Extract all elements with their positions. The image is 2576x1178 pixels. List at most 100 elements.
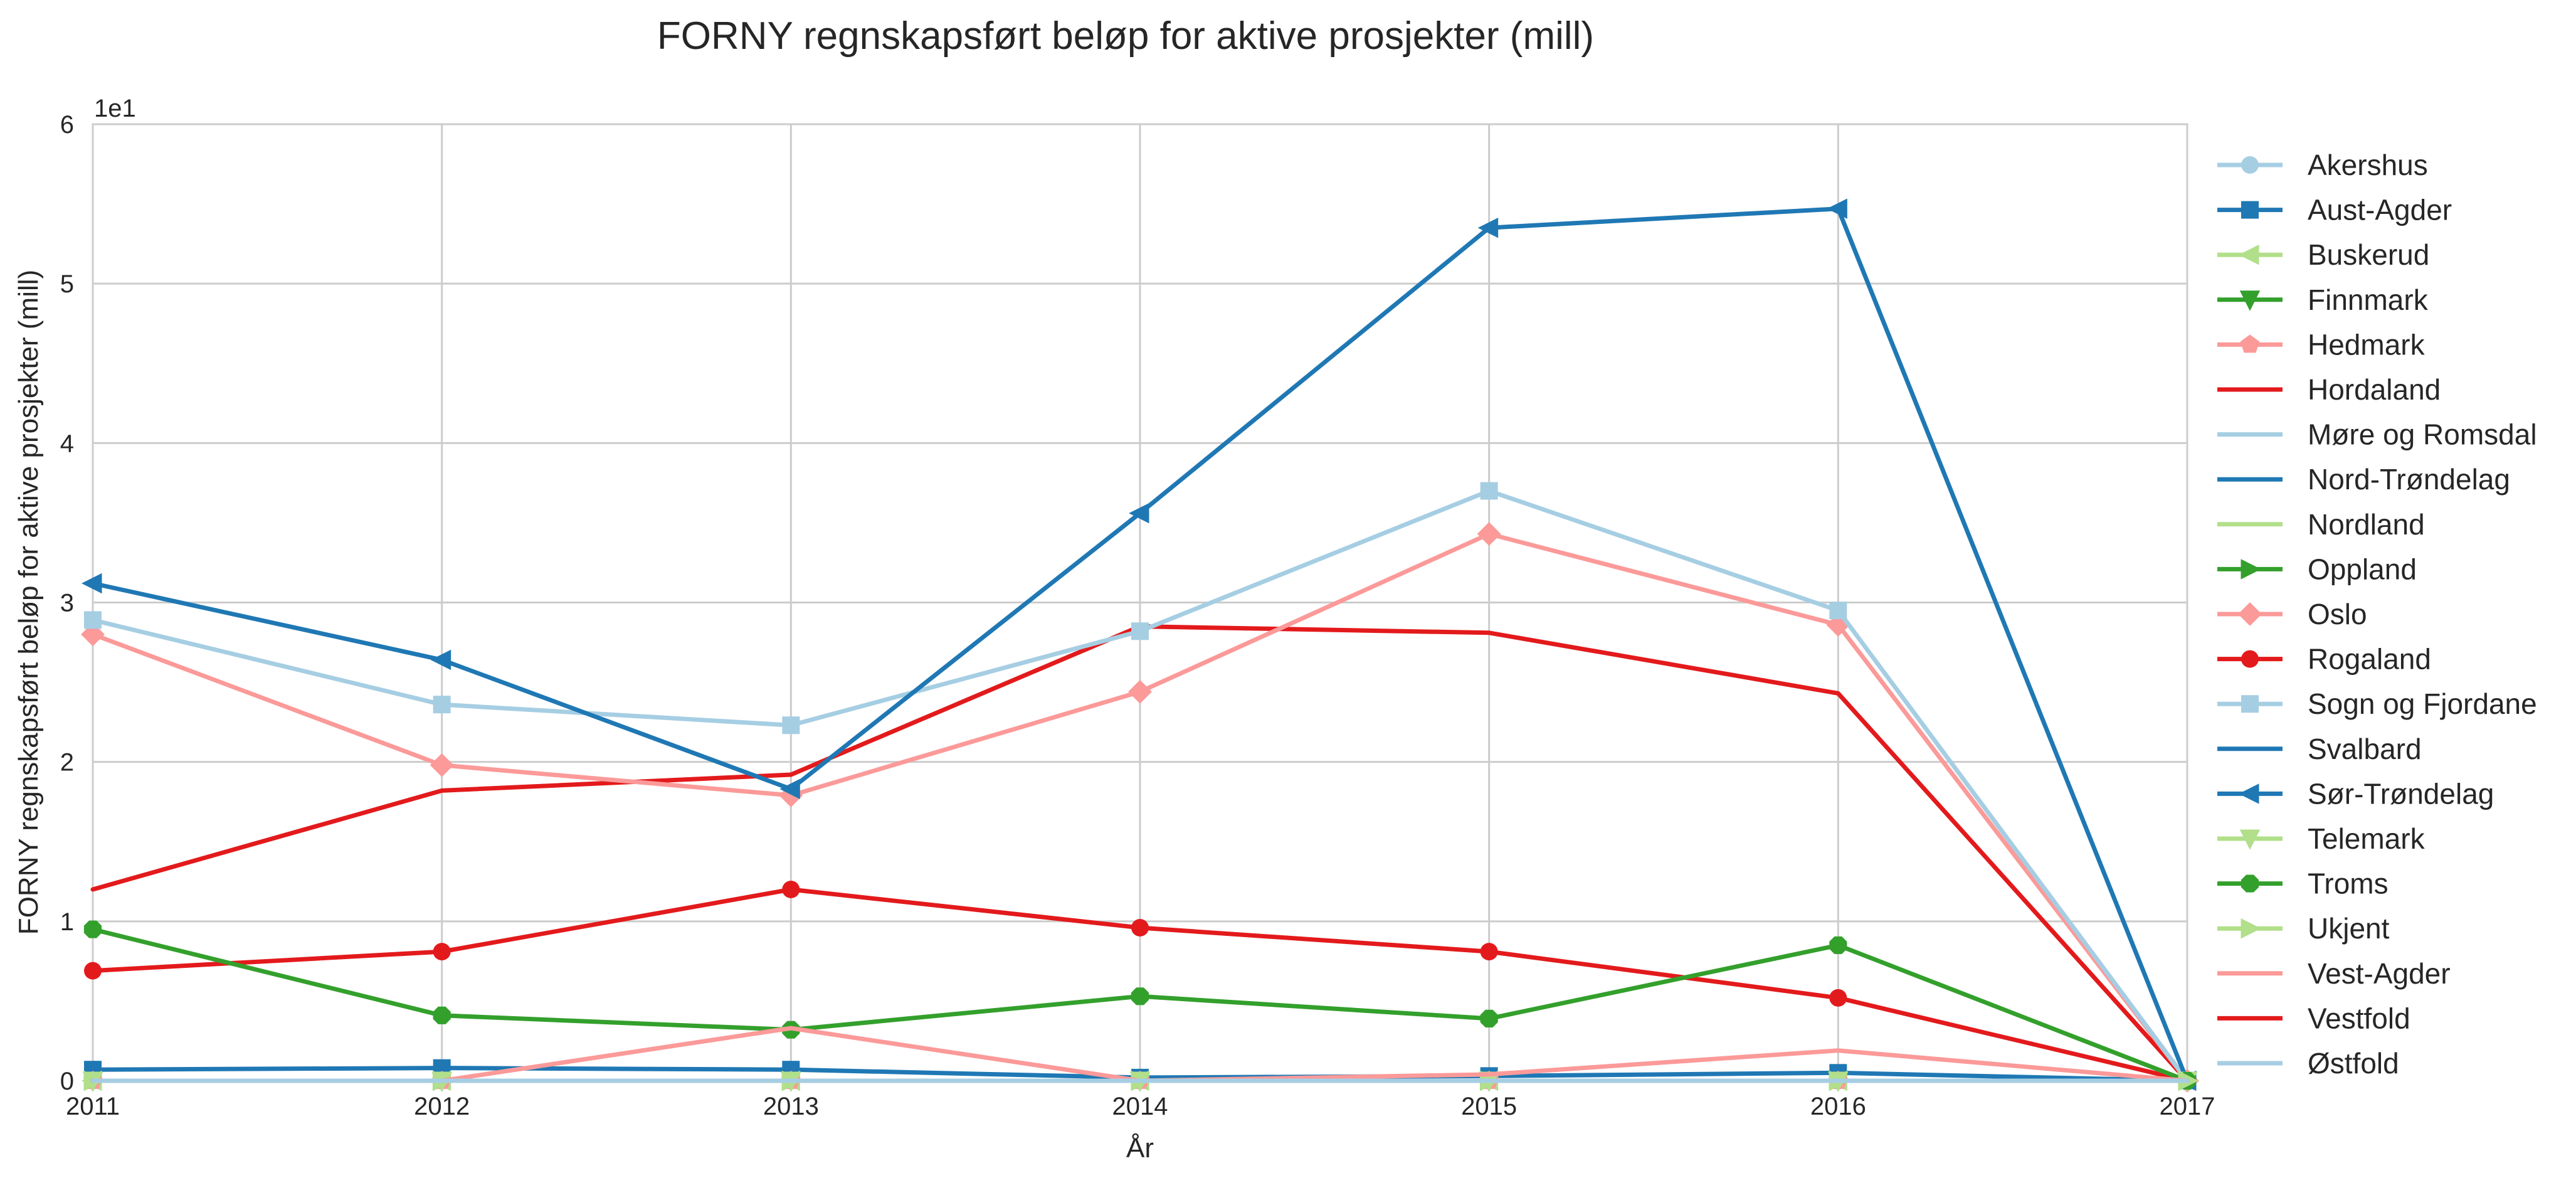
- legend-label: Akershus: [2308, 149, 2428, 181]
- legend-entry: Finnmark: [2217, 284, 2429, 316]
- series-s-r-tr-ndelag: [82, 198, 2197, 1091]
- legend-entry: Troms: [2217, 868, 2389, 900]
- legend-entry: Østfold: [2217, 1047, 2399, 1080]
- data-point: [83, 920, 102, 938]
- y-tick-label: 1: [60, 908, 74, 936]
- y-tick-label: 3: [60, 590, 74, 617]
- legend-entry: Hordaland: [2217, 373, 2441, 406]
- legend-label: Telemark: [2308, 822, 2426, 855]
- y-tick-label: 0: [60, 1068, 74, 1095]
- legend-label: Nordland: [2308, 508, 2425, 541]
- legend-label: Rogaland: [2308, 643, 2431, 676]
- data-point: [430, 649, 451, 671]
- legend-entry: Hedmark: [2217, 328, 2426, 361]
- legend-entry: Ukjent: [2217, 912, 2390, 945]
- legend-label: Ukjent: [2308, 912, 2390, 945]
- legend-entry: Vestfold: [2217, 1002, 2410, 1034]
- legend-entry: Telemark: [2217, 822, 2426, 855]
- legend-label: Vestfold: [2308, 1002, 2410, 1034]
- data-point: [82, 573, 102, 594]
- series-lines: [81, 198, 2199, 1093]
- legend-marker: [2241, 156, 2259, 174]
- y-axis-label: FORNY regnskapsført beløp for aktive pro…: [13, 270, 44, 935]
- legend-entry: Buskerud: [2217, 238, 2429, 271]
- y-tick-label: 6: [60, 111, 74, 139]
- series-sogn-og-fjordane: [84, 482, 2196, 1090]
- data-point: [779, 778, 800, 800]
- data-point: [782, 881, 800, 898]
- legend-entry: Vest-Agder: [2217, 957, 2451, 990]
- x-axis-label: År: [1126, 1133, 1154, 1164]
- legend-marker: [2239, 290, 2261, 311]
- legend-marker: [2241, 559, 2261, 580]
- legend: Akershus Aust-Agder Buskerud Finnmark Hedmar…: [2217, 149, 2537, 1080]
- legend-label: Vest-Agder: [2308, 957, 2451, 990]
- legend-entry: Svalbard: [2217, 733, 2422, 765]
- legend-entry: Aust-Agder: [2217, 194, 2452, 226]
- legend-marker: [2239, 829, 2261, 850]
- data-point: [1829, 989, 1847, 1007]
- legend-label: Troms: [2308, 868, 2389, 900]
- x-tick-label: 2014: [1112, 1093, 1168, 1120]
- y-tick-label: 2: [60, 749, 74, 777]
- data-point: [1827, 198, 1847, 219]
- legend-entry: Oslo: [2217, 598, 2367, 630]
- y-offset-text: 1e1: [94, 95, 136, 122]
- legend-entry: Oppland: [2217, 553, 2417, 585]
- legend-label: Hordaland: [2308, 373, 2441, 406]
- data-point: [84, 611, 102, 629]
- chart-title: FORNY regnskapsført beløp for aktive pro…: [657, 14, 1594, 58]
- data-point: [430, 753, 454, 777]
- data-point: [1131, 987, 1149, 1006]
- legend-label: Svalbard: [2308, 733, 2422, 765]
- legend-label: Østfold: [2308, 1047, 2399, 1080]
- data-point: [1477, 217, 1499, 238]
- y-tick-label: 4: [60, 430, 74, 457]
- legend-label: Hedmark: [2308, 328, 2426, 361]
- axis-ticks: 2011 2012 2013 2014 2015 2016 2017 0 1 2 3 4 5 6: [60, 111, 2215, 1120]
- data-point: [1128, 679, 1152, 704]
- x-tick-label: 2011: [66, 1093, 120, 1120]
- legend-label: Sør-Trøndelag: [2308, 777, 2494, 810]
- data-point: [1131, 622, 1149, 640]
- data-point: [1480, 482, 1498, 500]
- data-point: [782, 716, 800, 735]
- legend-entry: Nordland: [2217, 508, 2425, 541]
- legend-marker: [2241, 918, 2261, 939]
- x-tick-label: 2012: [414, 1093, 470, 1120]
- data-point: [81, 622, 105, 647]
- legend-label: Aust-Agder: [2308, 194, 2452, 226]
- y-tick-label: 5: [60, 270, 74, 298]
- data-point: [84, 962, 102, 980]
- data-point: [433, 943, 451, 961]
- data-point: [1829, 602, 1847, 620]
- legend-entry: Akershus: [2217, 149, 2428, 181]
- legend-label: Finnmark: [2308, 284, 2429, 316]
- x-tick-label: 2015: [1461, 1093, 1517, 1120]
- data-point: [433, 696, 451, 714]
- legend-marker: [2241, 695, 2259, 713]
- legend-marker: [2241, 201, 2259, 219]
- legend-label: Oslo: [2308, 598, 2367, 630]
- legend-label: Nord-Trøndelag: [2308, 463, 2510, 496]
- data-point: [433, 1006, 451, 1024]
- data-point: [1131, 919, 1149, 937]
- legend-entry: Møre og Romsdal: [2217, 418, 2537, 451]
- legend-marker: [2241, 650, 2259, 668]
- data-point: [1480, 943, 1498, 961]
- legend-marker: [2239, 244, 2259, 265]
- legend-marker: [2239, 783, 2259, 804]
- data-point: [1829, 936, 1847, 955]
- legend-marker: [2240, 334, 2260, 353]
- legend-label: Buskerud: [2308, 238, 2429, 271]
- legend-entry: Sogn og Fjordane: [2217, 687, 2537, 720]
- legend-label: Møre og Romsdal: [2308, 418, 2537, 451]
- legend-marker: [2238, 602, 2262, 626]
- x-tick-label: 2016: [1810, 1093, 1866, 1120]
- legend-label: Sogn og Fjordane: [2308, 687, 2537, 720]
- legend-entry: Rogaland: [2217, 643, 2431, 676]
- data-point: [1480, 1009, 1498, 1027]
- data-point: [1477, 522, 1501, 546]
- x-tick-label: 2013: [763, 1093, 819, 1120]
